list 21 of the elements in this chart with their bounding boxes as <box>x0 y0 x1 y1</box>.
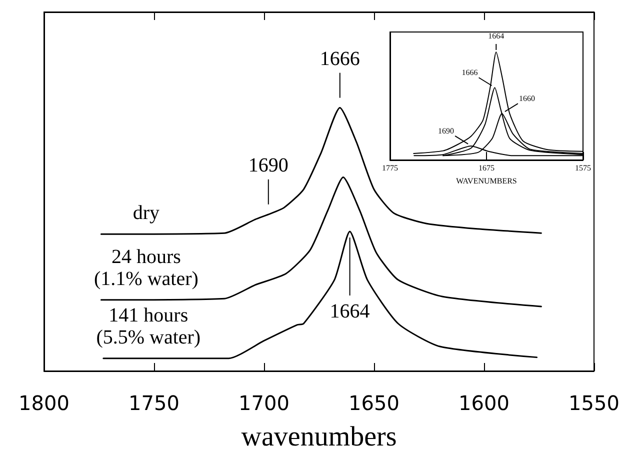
x-tick-label: 1775 <box>382 164 398 172</box>
annotation: 1690 <box>248 154 288 176</box>
annotation: 1666 <box>462 68 478 78</box>
series-label: 24 hours (1.1% water) <box>94 246 198 290</box>
series-label: dry <box>132 202 160 224</box>
x-tick-label: 1800 <box>18 391 70 415</box>
annotation: 1666 <box>320 48 360 70</box>
annotation: 1690 <box>438 126 454 136</box>
annotation: 1664 <box>488 31 504 40</box>
annotation: 1660 <box>518 94 535 104</box>
x-tick-label: 1600 <box>458 391 510 415</box>
x-tick-label: 1750 <box>128 391 180 415</box>
x-axis-title: wavenumbers <box>241 422 397 452</box>
annotation: 1664 <box>330 300 370 323</box>
x-tick-label: 1575 <box>575 164 591 172</box>
series-label: 141 hours (5.5% water) <box>96 304 201 348</box>
x-tick-label: 1550 <box>568 391 620 415</box>
x-tick-label: 1700 <box>238 391 290 415</box>
x-tick-label: 1675 <box>478 164 494 172</box>
x-tick-label: 1650 <box>348 391 400 415</box>
x-axis-title: WAVENUMBERS <box>456 176 517 186</box>
